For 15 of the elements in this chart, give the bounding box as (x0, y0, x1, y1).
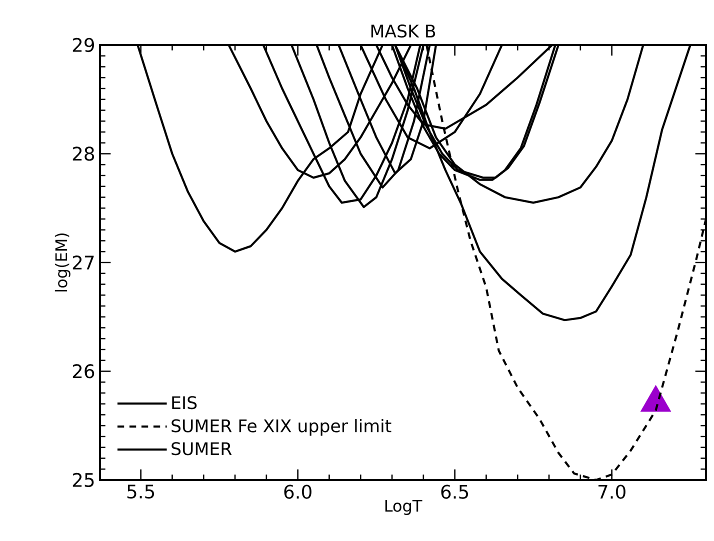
legend-label: SUMER Fe XIX upper limit (172, 418, 392, 436)
x-tick-label: 6.5 (441, 484, 468, 499)
y-tick-label: 27 (72, 256, 94, 270)
y-tick-label: 29 (72, 38, 94, 52)
legend-label: SUMER (172, 442, 232, 456)
x-axis-title: LogT (385, 500, 422, 515)
y-tick-label: 28 (72, 146, 94, 161)
y-tick-label: 25 (72, 472, 94, 488)
x-tick-label: 5.5 (127, 484, 154, 499)
y-axis-title: log(EM) (54, 233, 70, 292)
x-tick-label: 7.0 (598, 484, 626, 499)
legend-label: EIS (172, 396, 197, 410)
x-tick-label: 6.0 (284, 484, 312, 499)
y-tick-label: 26 (72, 364, 94, 378)
chart-title: MASK B (371, 24, 436, 38)
